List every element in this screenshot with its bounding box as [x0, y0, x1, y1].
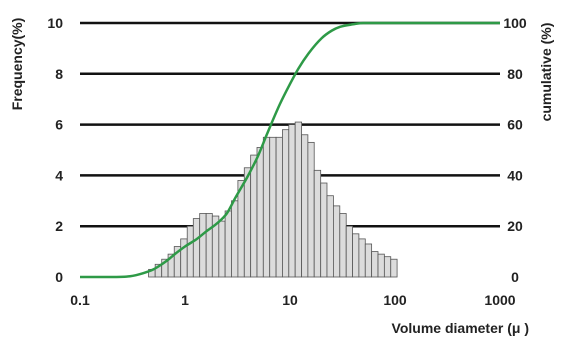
frequency-bar-12: [218, 220, 226, 278]
x-axis-ticks: 0.1 1 10 100 1000: [70, 292, 516, 308]
x-tick-label-10: 10: [282, 292, 298, 308]
frequency-bar-36: [371, 251, 379, 278]
frequency-bar-28: [320, 182, 328, 278]
frequency-bar-34: [358, 238, 366, 278]
frequency-bar-29: [326, 195, 334, 278]
frequency-bar-39: [390, 258, 398, 278]
frequency-bar-26: [307, 141, 315, 278]
frequency-bar-9: [199, 213, 207, 278]
x-tick-label-100: 100: [383, 292, 407, 308]
frequency-bar-19: [262, 136, 271, 278]
right-tick-label-20: 20: [507, 218, 523, 234]
frequency-bar-23: [288, 124, 296, 278]
left-tick-label-10: 10: [47, 15, 63, 31]
left-tick-label-6: 6: [55, 117, 63, 133]
frequency-bar-38: [383, 256, 392, 278]
frequency-bar-24: [294, 121, 303, 278]
frequency-bar-15: [237, 180, 245, 278]
frequency-bars: [148, 121, 398, 278]
y-axis-label-right: cumulative (%): [538, 23, 554, 122]
frequency-bar-16: [243, 167, 252, 278]
y-axis-label-left: Frequency(%): [9, 18, 25, 111]
right-tick-label-40: 40: [507, 167, 523, 183]
left-tick-label-0: 0: [55, 269, 63, 285]
right-tick-label-60: 60: [507, 117, 523, 133]
frequency-bar-14: [231, 200, 239, 278]
left-tick-label-8: 8: [55, 66, 63, 82]
right-tick-label-100: 100: [503, 15, 527, 31]
frequency-bar-20: [269, 136, 277, 278]
frequency-bar-25: [301, 134, 309, 278]
frequency-bar-21: [275, 136, 283, 278]
cumulative-curve: [80, 21, 500, 279]
left-tick-label-2: 2: [55, 218, 63, 234]
right-y-axis-ticks: 0 20 40 60 80 100: [503, 15, 527, 285]
frequency-bar-37: [377, 253, 385, 278]
frequency-bar-8: [192, 218, 201, 278]
right-tick-label-80: 80: [507, 66, 523, 82]
frequency-bar-13: [224, 210, 232, 278]
frequency-bar-10: [205, 213, 213, 278]
frequency-bar-31: [339, 213, 347, 278]
right-tick-label-0: 0: [511, 269, 519, 285]
x-tick-label-0.1: 0.1: [70, 292, 90, 308]
frequency-bar-18: [256, 147, 264, 278]
frequency-bar-22: [282, 129, 290, 278]
cumulative-curve-layer: [80, 21, 500, 279]
x-tick-label-1000: 1000: [484, 292, 515, 308]
x-tick-label-1: 1: [181, 292, 189, 308]
x-axis-label: Volume diameter (μ ): [392, 320, 529, 336]
left-y-axis-ticks: 0 2 4 6 8 10: [47, 15, 63, 285]
frequency-bar-17: [250, 154, 258, 278]
frequency-bar-32: [345, 225, 353, 278]
frequency-bar-27: [313, 169, 322, 278]
left-tick-label-4: 4: [55, 167, 63, 183]
frequency-bar-35: [364, 243, 373, 278]
frequency-bar-33: [352, 233, 360, 278]
frequency-bar-7: [186, 225, 194, 278]
frequency-bar-30: [332, 205, 341, 278]
